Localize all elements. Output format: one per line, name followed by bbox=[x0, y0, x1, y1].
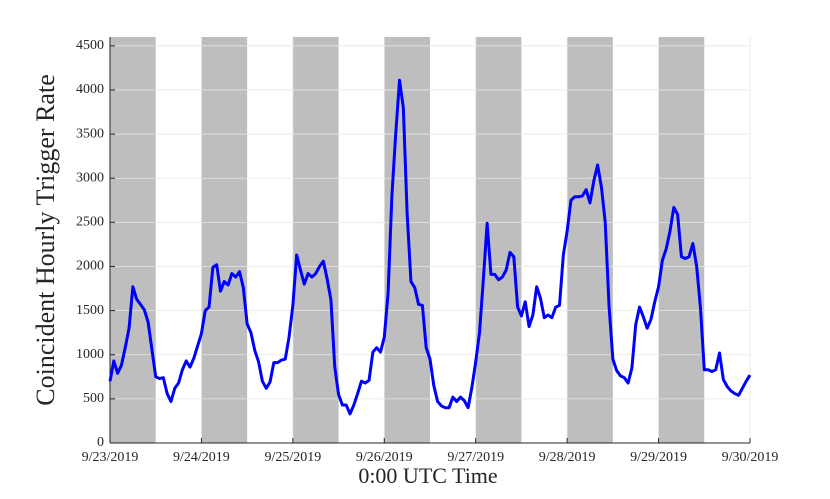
y-tick-label: 500 bbox=[83, 391, 104, 406]
x-tick-label: 9/29/2019 bbox=[630, 450, 687, 465]
y-tick-label: 1500 bbox=[76, 303, 104, 318]
x-tick-label: 9/27/2019 bbox=[447, 450, 504, 465]
x-tick-label: 9/30/2019 bbox=[722, 450, 779, 465]
shaded-band bbox=[292, 37, 339, 443]
y-axis-label: Coincident Hourly Trigger Rate bbox=[31, 74, 60, 405]
x-tick-label: 9/24/2019 bbox=[173, 450, 230, 465]
y-tick-label: 3500 bbox=[76, 126, 104, 141]
x-axis-label: 0:00 UTC Time bbox=[358, 463, 497, 488]
x-tick-label: 9/23/2019 bbox=[82, 450, 139, 465]
y-tick-label: 3000 bbox=[76, 170, 104, 185]
shaded-band bbox=[201, 37, 248, 443]
x-tick-label: 9/26/2019 bbox=[356, 450, 413, 465]
y-tick-label: 0 bbox=[97, 435, 104, 450]
x-tick-label: 9/25/2019 bbox=[264, 450, 321, 465]
shaded-band bbox=[658, 37, 705, 443]
shaded-band bbox=[110, 37, 156, 443]
shaded-band bbox=[475, 37, 522, 443]
y-tick-label: 2500 bbox=[76, 215, 104, 230]
y-tick-label: 4500 bbox=[76, 38, 104, 53]
line-series bbox=[108, 78, 752, 416]
x-tick-label: 9/28/2019 bbox=[539, 450, 596, 465]
y-tick-label: 4000 bbox=[76, 82, 104, 97]
y-tick-label: 1000 bbox=[76, 347, 104, 362]
y-tick-label: 2000 bbox=[76, 259, 104, 274]
